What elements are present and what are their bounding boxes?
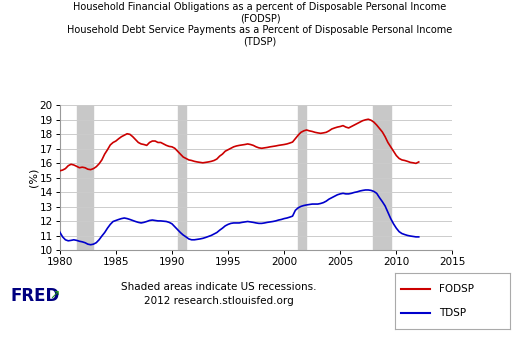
Text: Household Financial Obligations as a percent of Disposable Personal Income
(FODS: Household Financial Obligations as a per… — [68, 2, 452, 47]
Bar — [298, 105, 306, 250]
Bar — [76, 105, 93, 250]
Text: FODSP: FODSP — [439, 284, 474, 294]
Y-axis label: (%): (%) — [28, 168, 38, 187]
Bar — [373, 105, 391, 250]
Text: FRED: FRED — [10, 287, 60, 305]
Text: TDSP: TDSP — [439, 308, 466, 318]
Text: ↗: ↗ — [49, 289, 60, 302]
Text: Shaded areas indicate US recessions.: Shaded areas indicate US recessions. — [121, 282, 316, 292]
Bar — [177, 105, 186, 250]
Text: 2012 research.stlouisfed.org: 2012 research.stlouisfed.org — [144, 296, 293, 306]
